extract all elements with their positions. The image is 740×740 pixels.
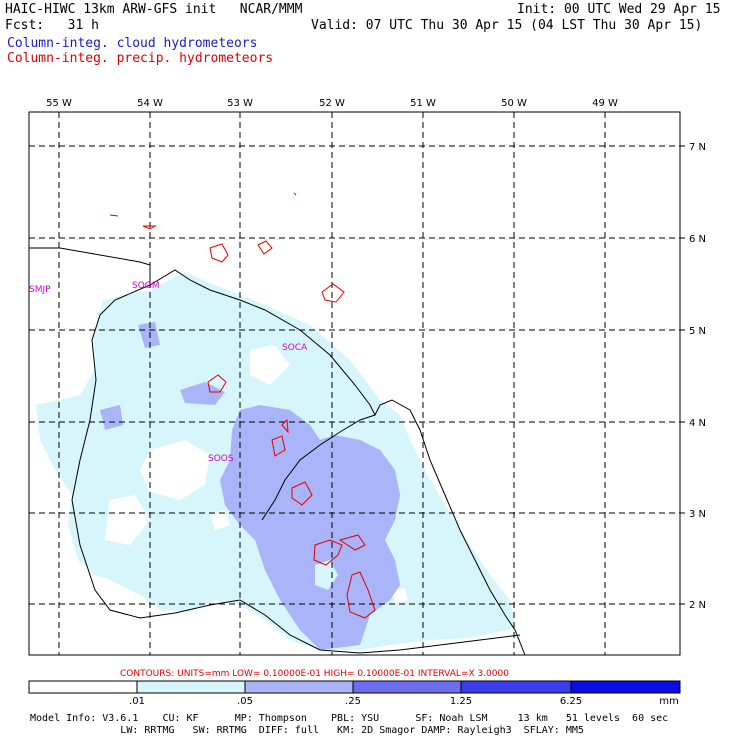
station-smjp: SMJP	[29, 285, 51, 295]
lon-label: 54 W	[137, 98, 163, 109]
lon-label: 53 W	[227, 98, 253, 109]
model-info-line2: LW: RRTMG SW: RRTMG DIFF: full KM: 2D Sm…	[30, 725, 584, 736]
lat-label: 2 N	[689, 600, 706, 611]
lat-label: 3 N	[689, 509, 706, 520]
latitude-labels: 7 N 6 N 5 N 4 N 3 N 2 N	[680, 142, 706, 611]
station-soca: SOCA	[282, 343, 308, 353]
colorbar-bin	[570, 680, 681, 694]
lat-label: 6 N	[689, 234, 706, 245]
colorbar-tick: .25	[345, 696, 361, 707]
lon-label: 51 W	[410, 98, 436, 109]
contour-info: CONTOURS: UNITS=mm LOW= 0.10000E-01 HIGH…	[120, 669, 509, 679]
map-frame	[28, 111, 681, 656]
model-title: HAIC-HIWC 13km ARW-GFS init NCAR/MMM	[5, 2, 303, 17]
colorbar-unit: mm	[659, 696, 678, 707]
colorbar-bin	[244, 680, 354, 694]
lon-label: 49 W	[592, 98, 618, 109]
colorbar-bin	[352, 680, 462, 694]
colorbar-bin	[460, 680, 572, 694]
field-title-cloud: Column-integ. cloud hydrometeors	[7, 36, 258, 51]
colorbar-bin	[28, 680, 138, 694]
lat-label: 4 N	[689, 418, 706, 429]
colorbar-tick: 6.25	[560, 696, 582, 707]
lat-label: 7 N	[689, 142, 706, 153]
station-sogm: SOGM	[132, 281, 160, 291]
lon-label: 52 W	[319, 98, 345, 109]
cloud-gaps	[105, 345, 408, 603]
colorbar	[28, 680, 681, 694]
longitude-labels: 55 W 54 W 53 W 52 W 51 W 50 W 49 W	[46, 98, 618, 109]
field-title-precip: Column-integ. precip. hydrometeors	[7, 51, 274, 66]
colorbar-ticks: .01 .05 .25 1.25 6.25 mm	[129, 696, 679, 707]
lat-label: 5 N	[689, 326, 706, 337]
colorbar-bin	[136, 680, 246, 694]
station-labels: SMJP SOGM SOCA SOOS	[29, 281, 308, 464]
init-time: Init: 00 UTC Wed 29 Apr 15	[517, 2, 721, 17]
colorbar-tick: 1.25	[450, 696, 472, 707]
precip-contours	[109, 192, 376, 619]
lon-label: 50 W	[501, 98, 527, 109]
colorbar-tick: .01	[129, 696, 145, 707]
forecast-hour: Fcst: 31 h	[5, 18, 99, 33]
grid-lines	[29, 112, 680, 655]
cloud-shading-medium	[100, 322, 400, 650]
station-soos: SOOS	[208, 454, 234, 464]
valid-time: Valid: 07 UTC Thu 30 Apr 15 (04 LST Thu …	[311, 18, 703, 33]
lon-label: 55 W	[46, 98, 72, 109]
model-info-line1: Model Info: V3.6.1 CU: KF MP: Thompson P…	[30, 713, 669, 724]
colorbar-tick: .05	[237, 696, 253, 707]
